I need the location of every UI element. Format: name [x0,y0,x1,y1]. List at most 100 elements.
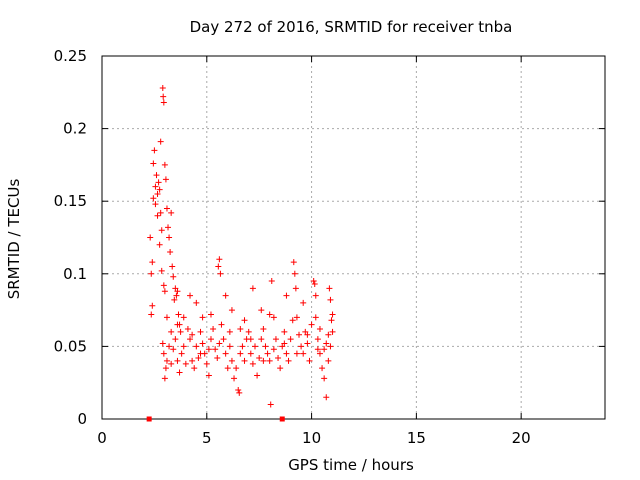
data-point [172,336,179,343]
data-point [168,209,175,216]
data-point [310,278,317,285]
data-point [314,336,321,343]
data-point [174,357,181,364]
data-point [150,195,157,202]
data-point [281,340,288,347]
data-point [304,340,311,347]
data-point [160,282,167,289]
data-point [161,375,168,382]
y-tick-label: 0.2 [63,120,87,138]
x-axis-label: GPS time / hours [288,456,414,474]
data-point [220,336,227,343]
data-point [316,325,323,332]
data-point [156,186,163,193]
data-point [180,314,187,321]
data-point [193,299,200,306]
data-point [231,375,238,382]
data-point [277,365,284,372]
data-point [195,355,202,362]
data-point [148,311,155,318]
data-point [241,317,248,324]
data-point [187,292,194,299]
data-point [293,314,300,321]
data-point [300,299,307,306]
data-point [199,340,206,347]
data-point [321,375,328,382]
data-point [191,365,198,372]
data-point [312,314,319,321]
data-point [285,357,292,364]
data-point [177,328,184,335]
data-point [197,328,204,335]
data-point [270,314,277,321]
data-point [214,355,221,362]
data-point [293,350,300,357]
data-point [228,307,235,314]
data-point [150,160,157,167]
data-point [147,234,154,241]
y-tick-label: 0.1 [63,265,87,283]
data-point [193,343,200,350]
data-point [233,365,240,372]
data-point [216,256,223,263]
data-point [321,346,328,353]
data-point [291,270,298,277]
data-point [149,259,156,266]
x-tick-label: 10 [302,429,321,447]
bottom-markers [146,416,285,422]
data-point [180,343,187,350]
data-point [166,234,173,241]
data-point [182,360,189,367]
data-point [245,328,252,335]
data-point [174,321,181,328]
data-point [151,147,158,154]
data-point [283,292,290,299]
data-point [254,372,261,379]
data-point [314,346,321,353]
data-point [281,328,288,335]
data-point [308,321,315,328]
data-point [237,350,244,357]
data-point [258,307,265,314]
data-point [162,365,169,372]
x-tick-label: 20 [512,429,531,447]
data-point [260,325,267,332]
data-point [197,350,204,357]
data-point [249,360,256,367]
data-point [148,270,155,277]
data-point [161,161,168,168]
data-point [326,285,333,292]
data-point [251,343,258,350]
data-point [152,183,159,190]
data-point [327,296,334,303]
data-point [270,346,277,353]
plot-frame [101,55,606,420]
data-point [256,355,263,362]
y-axis: 0 0.05 0.1 0.15 0.2 0.25 [54,47,605,428]
grid [102,56,605,419]
data-point [247,336,254,343]
data-point [203,360,210,367]
data-point [158,267,165,274]
data-point [323,340,330,347]
data-point [149,302,156,309]
data-point [167,249,174,256]
data-point [329,311,336,318]
data-point [290,259,297,266]
data-point [218,321,225,328]
data-points [147,84,336,408]
data-point [289,317,296,324]
data-point [258,336,265,343]
data-point [169,263,176,270]
data-point [241,357,248,364]
data-point [166,343,173,350]
data-point [170,346,177,353]
y-tick-label: 0 [77,410,87,428]
data-point [205,372,212,379]
data-point [160,93,167,100]
data-point [162,176,169,183]
x-axis: 0 5 10 15 20 [97,56,531,447]
data-point [153,172,160,179]
data-point [174,288,181,295]
data-point [154,212,161,219]
